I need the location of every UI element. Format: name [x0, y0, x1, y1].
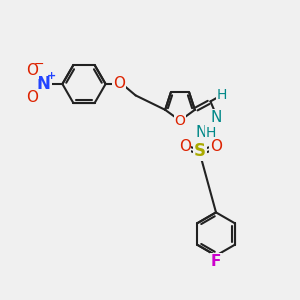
Text: N: N: [195, 125, 206, 140]
Text: N: N: [210, 110, 221, 124]
Text: O: O: [113, 76, 125, 92]
Text: H: H: [206, 126, 216, 140]
Text: F: F: [211, 254, 221, 268]
Text: O: O: [178, 139, 190, 154]
Text: −: −: [34, 58, 44, 71]
Text: O: O: [175, 114, 185, 128]
Text: O: O: [210, 139, 222, 154]
Text: O: O: [26, 90, 38, 105]
Text: H: H: [217, 88, 227, 102]
Text: S: S: [194, 142, 206, 160]
Text: +: +: [47, 71, 56, 81]
Text: N: N: [37, 75, 51, 93]
Text: O: O: [26, 63, 38, 78]
